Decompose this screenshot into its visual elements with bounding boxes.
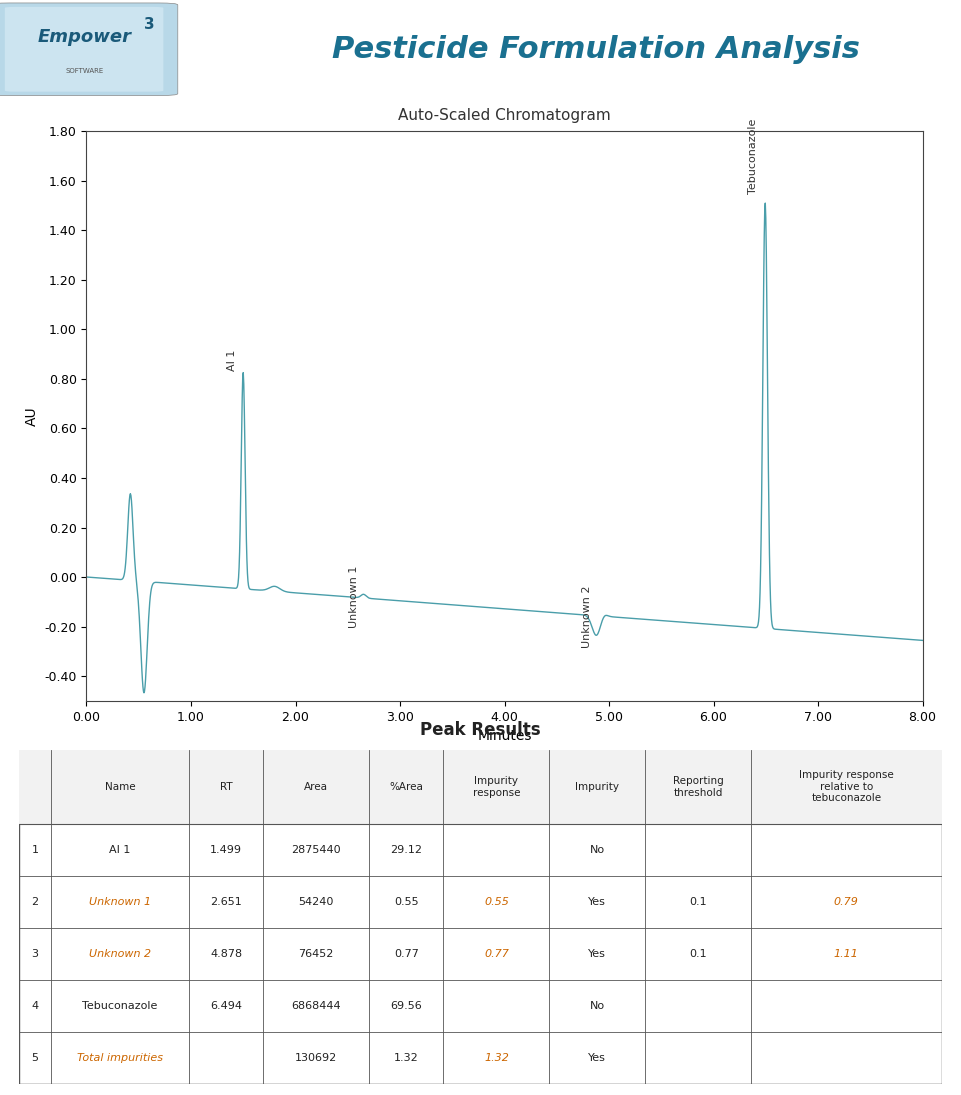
- Text: Unknown 1: Unknown 1: [350, 566, 359, 629]
- Text: 69.56: 69.56: [390, 1001, 422, 1011]
- Text: Tebuconazole: Tebuconazole: [83, 1001, 158, 1011]
- Text: 5: 5: [32, 1053, 38, 1063]
- FancyBboxPatch shape: [0, 3, 178, 95]
- Title: Auto-Scaled Chromatogram: Auto-Scaled Chromatogram: [398, 108, 611, 124]
- Text: 1.32: 1.32: [394, 1053, 419, 1063]
- Text: 0.55: 0.55: [484, 897, 508, 907]
- FancyBboxPatch shape: [5, 7, 163, 92]
- Text: 2.651: 2.651: [210, 897, 242, 907]
- Text: AI 1: AI 1: [227, 349, 236, 371]
- Text: SOFTWARE: SOFTWARE: [65, 68, 104, 74]
- X-axis label: Minutes: Minutes: [478, 729, 531, 744]
- Text: 6868444: 6868444: [291, 1001, 341, 1011]
- Text: Pesticide Formulation Analysis: Pesticide Formulation Analysis: [332, 35, 860, 64]
- Text: No: No: [590, 1001, 604, 1011]
- Text: Yes: Yes: [588, 897, 606, 907]
- Text: Unknown 2: Unknown 2: [582, 586, 592, 648]
- Text: Yes: Yes: [588, 948, 606, 959]
- Text: Tebuconazole: Tebuconazole: [748, 118, 758, 194]
- Y-axis label: AU: AU: [25, 406, 38, 426]
- Text: Impurity: Impurity: [575, 782, 619, 792]
- Text: AI 1: AI 1: [110, 844, 131, 854]
- Text: 0.1: 0.1: [689, 897, 706, 907]
- Text: 1.499: 1.499: [210, 844, 242, 854]
- Text: 1: 1: [32, 844, 38, 854]
- Text: 2: 2: [32, 897, 38, 907]
- Text: Impurity response
relative to
tebuconazole: Impurity response relative to tebuconazo…: [799, 770, 894, 804]
- Text: No: No: [590, 844, 604, 854]
- Text: 0.77: 0.77: [484, 948, 508, 959]
- Text: Unknown 2: Unknown 2: [89, 948, 151, 959]
- Text: RT: RT: [220, 782, 233, 792]
- Text: Name: Name: [105, 782, 136, 792]
- Text: 3: 3: [32, 948, 38, 959]
- Text: 1.32: 1.32: [484, 1053, 508, 1063]
- Text: 130692: 130692: [295, 1053, 337, 1063]
- Text: Peak Results: Peak Results: [420, 722, 541, 739]
- Text: 3: 3: [143, 18, 155, 32]
- Text: 29.12: 29.12: [390, 844, 422, 854]
- Text: 0.1: 0.1: [689, 948, 706, 959]
- Text: 4.878: 4.878: [209, 948, 242, 959]
- Text: 4: 4: [32, 1001, 38, 1011]
- Text: Area: Area: [304, 782, 328, 792]
- Bar: [19, 750, 942, 823]
- Text: 1.11: 1.11: [834, 948, 859, 959]
- Text: 54240: 54240: [299, 897, 333, 907]
- Text: %Area: %Area: [389, 782, 423, 792]
- Text: Empower: Empower: [37, 28, 132, 46]
- Text: 0.55: 0.55: [394, 897, 419, 907]
- Text: Unknown 1: Unknown 1: [89, 897, 151, 907]
- Text: 0.77: 0.77: [394, 948, 419, 959]
- Text: Impurity
response: Impurity response: [473, 776, 520, 797]
- Text: 2875440: 2875440: [291, 844, 341, 854]
- Text: Total impurities: Total impurities: [77, 1053, 163, 1063]
- Text: 6.494: 6.494: [210, 1001, 242, 1011]
- Text: Yes: Yes: [588, 1053, 606, 1063]
- Text: Reporting
threshold: Reporting threshold: [673, 776, 724, 797]
- Text: 0.79: 0.79: [834, 897, 859, 907]
- Text: 76452: 76452: [299, 948, 333, 959]
